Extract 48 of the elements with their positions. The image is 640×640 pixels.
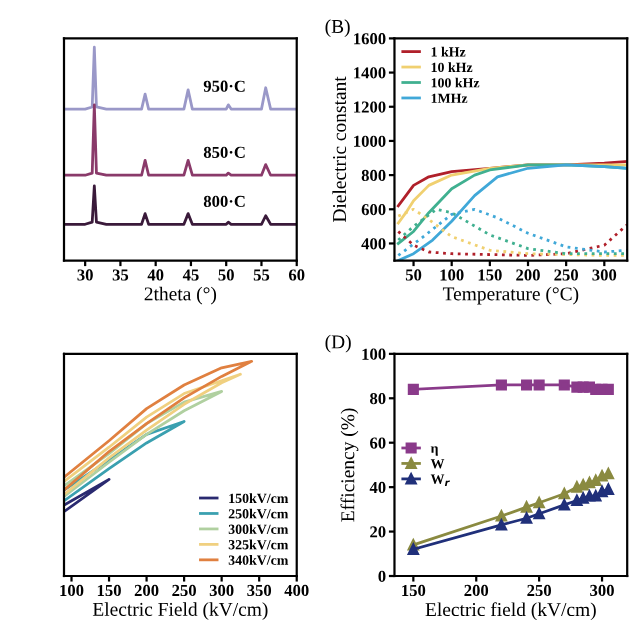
x-tick-label: 55 <box>253 269 270 281</box>
y-tick-label: 1200 <box>354 101 386 113</box>
x-tick-label: 350 <box>247 584 272 597</box>
x-tick-label: 40 <box>147 269 164 281</box>
annotation: 800·C <box>203 195 245 208</box>
y-tick-label: 100 <box>362 348 386 360</box>
x-tick-label: 250 <box>527 584 552 597</box>
x-axis-title: 2theta (°) <box>144 286 217 305</box>
x-axis-title: Electric field (kV/cm) <box>425 602 596 621</box>
x-tick-label: 45 <box>182 269 199 281</box>
x-tick-label: 150 <box>402 584 426 597</box>
y-axis-title: Efficiency (%) <box>340 408 359 522</box>
x-tick-label: 300 <box>209 584 234 597</box>
y-tick-label: 60 <box>370 437 386 449</box>
x-tick-label: 300 <box>590 584 614 597</box>
x-tick-label: 300 <box>592 269 617 281</box>
y-tick-label: 40 <box>369 481 386 494</box>
x-tick-label: 60 <box>288 269 305 281</box>
x-tick-label: 250 <box>172 584 196 597</box>
y-tick-label: 0 <box>378 570 386 582</box>
x-tick-label: 400 <box>284 584 309 597</box>
x-tick-label: 50 <box>405 269 422 281</box>
annotation: 850·C <box>203 146 245 158</box>
y-tick-label: 1600 <box>354 33 386 45</box>
x-tick-label: 200 <box>464 584 489 597</box>
x-axis-title: Electric Field (kV/cm) <box>92 602 268 620</box>
x-tick-label: 250 <box>554 269 579 281</box>
x-tick-label: 200 <box>516 269 540 281</box>
y-tick-label: 800 <box>361 169 386 182</box>
x-tick-label: 150 <box>97 584 121 597</box>
x-tick-label: 150 <box>478 269 502 281</box>
y-tick-label: 400 <box>361 238 386 250</box>
y-tick-label: 1400 <box>354 67 386 79</box>
y-tick-label: 600 <box>361 203 386 216</box>
x-tick-label: 100 <box>60 584 84 597</box>
x-tick-label: 200 <box>134 584 159 597</box>
y-tick-label: 1000 <box>354 135 386 147</box>
chart-title: (B) <box>325 19 350 37</box>
x-tick-label: 35 <box>112 269 129 281</box>
chart-title: (D) <box>325 334 351 353</box>
x-axis-title: Temperature (°C) <box>442 286 579 305</box>
y-tick-label: 20 <box>370 526 386 538</box>
x-tick-label: 100 <box>440 269 464 281</box>
y-tick-label: 80 <box>370 392 386 405</box>
x-tick-label: 30 <box>77 269 93 281</box>
x-tick-label: 50 <box>218 269 234 281</box>
y-axis-title: Dielectric constant <box>332 76 347 223</box>
annotation: 950·C <box>203 80 245 92</box>
